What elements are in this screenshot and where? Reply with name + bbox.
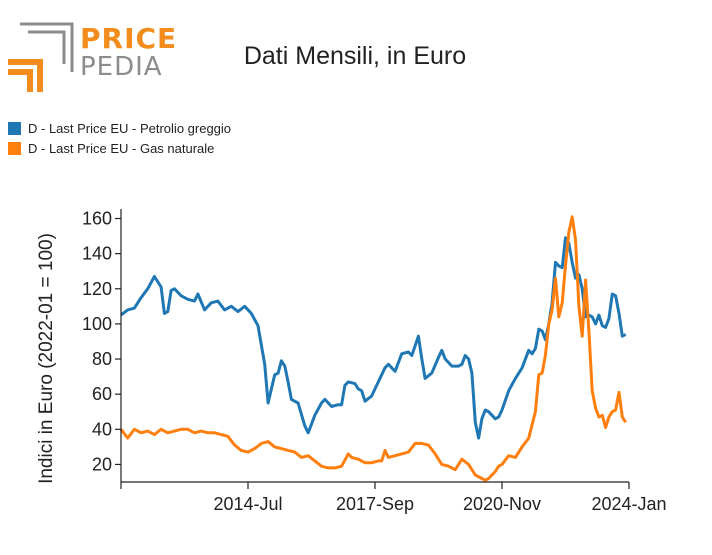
y-tick-label: 80	[92, 349, 112, 369]
y-axis: 20 40 60 80 100 120 140 160	[82, 209, 122, 482]
y-tick-label: 60	[92, 384, 112, 404]
y-tick-label: 140	[82, 244, 112, 264]
x-tick-label: 2024-Jan	[591, 494, 666, 514]
chart-legend: D - Last Price EU - Petrolio greggio D -…	[8, 118, 231, 158]
series-line-oil	[120, 236, 627, 440]
legend-item-oil[interactable]: D - Last Price EU - Petrolio greggio	[8, 118, 231, 138]
y-tick-label: 160	[82, 209, 112, 229]
legend-item-gas[interactable]: D - Last Price EU - Gas naturale	[8, 138, 231, 158]
legend-label-gas: D - Last Price EU - Gas naturale	[28, 140, 215, 156]
x-axis: 2014-Jul 2017-Sep 2020-Nov 2024-Jan	[120, 481, 667, 514]
x-tick-label: 2017-Sep	[336, 494, 414, 514]
x-tick-label: 2014-Jul	[213, 494, 282, 514]
y-tick-label: 100	[82, 314, 112, 334]
plot-area	[119, 215, 627, 482]
legend-swatch-gas	[8, 141, 21, 155]
chart-title: Dati Mensili, in Euro	[243, 42, 467, 70]
y-tick-label: 120	[82, 279, 112, 299]
x-tick-label: 2020-Nov	[463, 494, 541, 514]
logo-mark-icon	[8, 22, 74, 92]
legend-label-oil: D - Last Price EU - Petrolio greggio	[28, 120, 232, 136]
logo-word-price: PRICE	[80, 22, 178, 55]
y-tick-label: 40	[92, 419, 112, 439]
logo-word-pedia: PEDIA	[80, 52, 163, 82]
pricepedia-logo: PRICE PEDIA	[6, 22, 176, 94]
legend-swatch-oil	[8, 121, 21, 135]
y-tick-label: 20	[92, 454, 112, 474]
y-axis-title: Indici in Euro (2022-01 = 100)	[36, 233, 57, 484]
series-line-gas	[119, 215, 627, 482]
